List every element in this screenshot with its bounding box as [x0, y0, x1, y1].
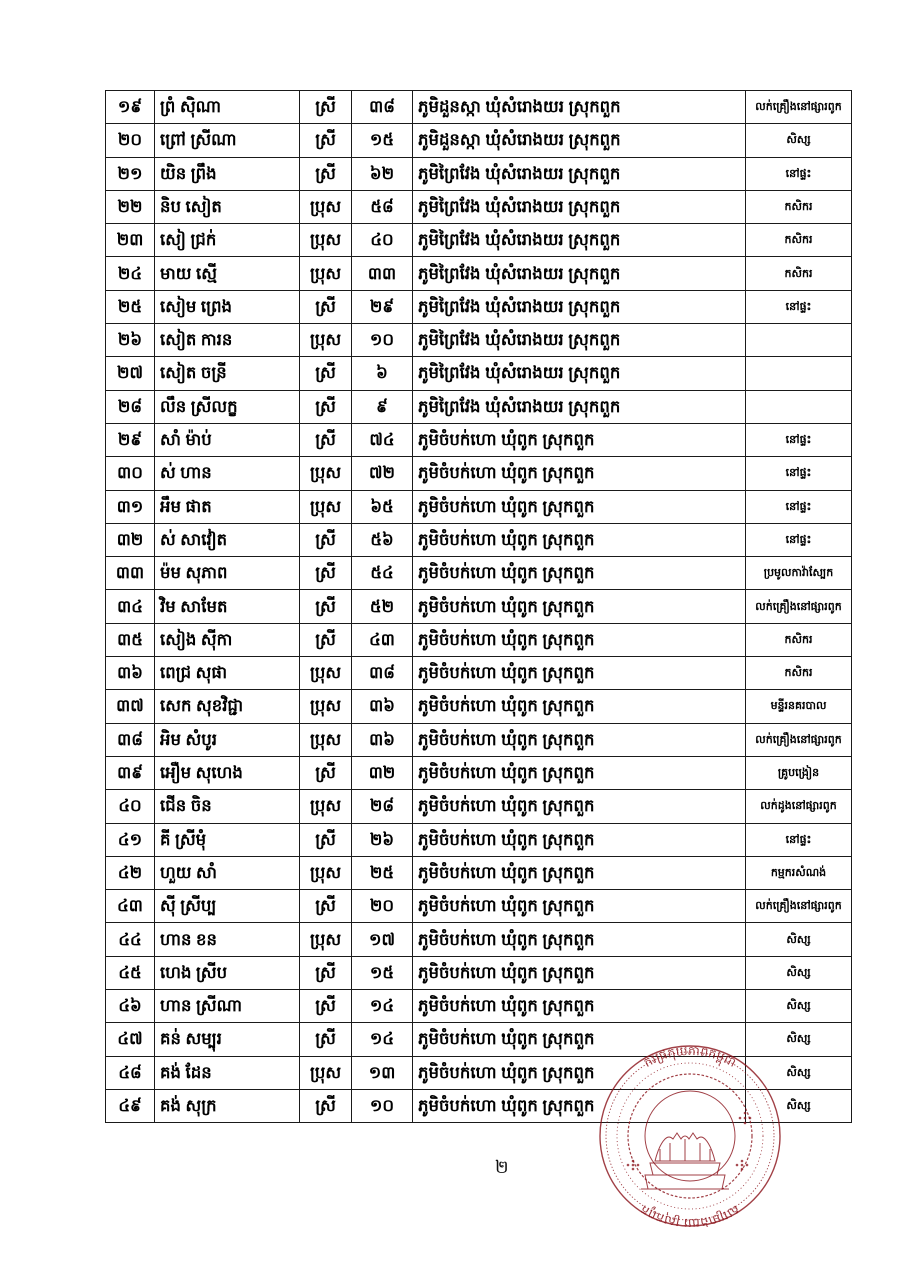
svg-text:សម្រោងយរ ស្រុកពូក: សម្រោងយរ ស្រុកពូក	[638, 1202, 742, 1229]
svg-text:ករផ្រកុឃភាពកម្ពុជា: ករផ្រកុឃភាពកម្ពុជា	[641, 1044, 738, 1070]
